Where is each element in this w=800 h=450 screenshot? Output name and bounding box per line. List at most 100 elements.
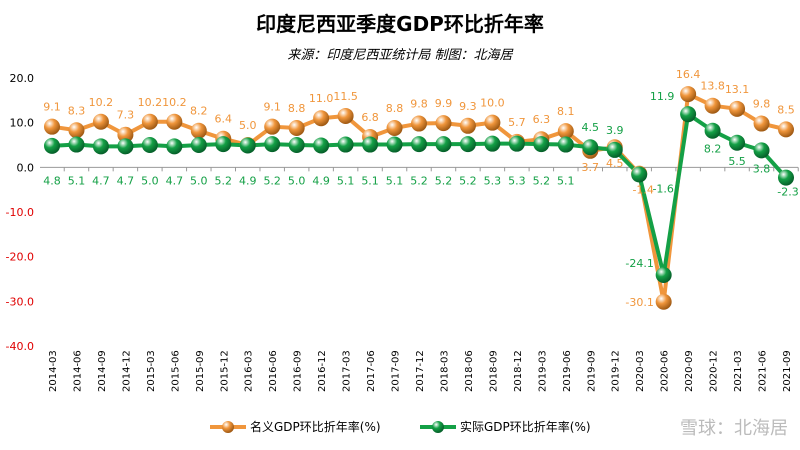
data-point xyxy=(288,137,305,153)
watermark: 雪球：北海居 xyxy=(680,418,788,439)
data-label: 6.3 xyxy=(533,113,551,126)
x-tick-label: 2019-03 xyxy=(537,350,548,392)
data-point xyxy=(582,139,599,156)
data-label: 5.2 xyxy=(533,174,551,187)
data-point xyxy=(68,136,85,153)
data-point xyxy=(778,169,794,186)
y-tick-label: -20.0 xyxy=(6,251,34,264)
data-point xyxy=(435,136,452,153)
data-point xyxy=(337,107,354,124)
data-point xyxy=(190,137,207,153)
data-label: 5.1 xyxy=(361,174,379,187)
data-point xyxy=(484,114,501,131)
data-point xyxy=(141,113,158,130)
data-label: 3.9 xyxy=(606,124,624,137)
data-point xyxy=(729,100,746,117)
data-point xyxy=(753,115,770,132)
y-tick-label: 0.0 xyxy=(17,161,35,174)
data-label: 5.2 xyxy=(263,174,281,187)
x-tick-label: 2021-09 xyxy=(782,350,793,392)
x-tick-label: 2020-09 xyxy=(684,350,695,392)
x-tick-label: 2015-09 xyxy=(195,350,206,392)
x-tick-label: 2020-12 xyxy=(709,350,720,392)
data-label: 5.1 xyxy=(68,174,86,187)
data-label: 10.2 xyxy=(138,96,163,109)
data-label: -30.1 xyxy=(625,296,653,309)
x-tick-label: 2020-03 xyxy=(635,350,646,392)
data-label: 3.7 xyxy=(582,161,600,174)
data-label: 8.3 xyxy=(68,104,86,117)
x-tick-label: 2015-12 xyxy=(219,350,230,392)
data-point xyxy=(508,135,525,152)
data-label: 4.7 xyxy=(117,174,135,187)
x-tick-label: 2016-06 xyxy=(268,350,279,392)
x-tick-label: 2019-09 xyxy=(586,350,597,392)
data-label: 5.1 xyxy=(386,174,404,187)
x-tick-label: 2021-06 xyxy=(758,350,769,392)
x-tick-label: 2018-09 xyxy=(488,350,499,392)
data-label: 5.2 xyxy=(435,174,453,187)
data-point xyxy=(606,141,623,158)
data-point xyxy=(386,120,403,137)
data-label: 5.2 xyxy=(410,174,428,187)
data-point xyxy=(117,138,134,155)
data-point xyxy=(680,86,697,103)
data-point xyxy=(631,166,648,183)
data-label: 5.1 xyxy=(557,174,575,187)
data-label: 10.2 xyxy=(162,96,187,109)
x-tick-label: 2016-03 xyxy=(244,350,255,392)
x-tick-label: 2017-12 xyxy=(415,350,426,392)
x-tick-label: 2014-06 xyxy=(72,350,83,392)
data-point xyxy=(288,120,305,137)
x-tick-label: 2015-03 xyxy=(146,350,157,392)
data-point xyxy=(313,137,330,154)
legend-label: 名义GDP环比折年率(%) xyxy=(250,419,381,434)
data-point xyxy=(411,115,427,132)
data-point xyxy=(557,123,574,140)
data-point xyxy=(704,122,721,139)
data-label: 10.2 xyxy=(89,96,114,109)
data-point xyxy=(166,113,183,130)
x-tick-label: 2021-03 xyxy=(733,350,744,392)
data-point xyxy=(166,138,183,155)
data-label: 8.1 xyxy=(557,105,575,118)
data-label: 16.4 xyxy=(676,68,701,81)
data-point xyxy=(484,135,501,152)
data-label: 8.2 xyxy=(190,105,208,118)
x-tick-label: 2018-06 xyxy=(464,350,475,392)
data-point xyxy=(92,113,109,130)
legend-marker xyxy=(222,421,234,433)
y-tick-label: 10.0 xyxy=(10,117,35,130)
data-label: -1.4 xyxy=(632,184,653,197)
data-point xyxy=(704,97,721,114)
data-point xyxy=(264,136,281,153)
data-label: 9.1 xyxy=(43,101,61,114)
x-tick-label: 2019-06 xyxy=(562,350,573,392)
data-point xyxy=(729,134,746,151)
data-point xyxy=(459,117,476,134)
data-point xyxy=(44,137,60,154)
data-point xyxy=(337,136,354,153)
x-tick-label: 2017-03 xyxy=(342,350,353,392)
data-label: 4.5 xyxy=(606,157,624,170)
data-label: 5.5 xyxy=(728,155,746,168)
data-label: 5.2 xyxy=(459,174,477,187)
legend-label: 实际GDP环比折年率(%) xyxy=(460,419,591,434)
data-label: 5.0 xyxy=(141,174,159,187)
data-label: 7.3 xyxy=(117,109,135,122)
data-point xyxy=(435,115,452,132)
data-label: 5.0 xyxy=(288,174,306,187)
data-point xyxy=(557,136,574,153)
data-label: 13.1 xyxy=(725,83,750,96)
data-label: 8.5 xyxy=(777,103,795,116)
data-point xyxy=(680,106,697,123)
x-tick-label: 2016-09 xyxy=(293,350,304,392)
data-point xyxy=(411,136,427,153)
data-point xyxy=(117,126,134,143)
data-point xyxy=(239,137,256,154)
data-point xyxy=(459,136,476,153)
data-label: 5.0 xyxy=(239,119,257,132)
data-label: 5.1 xyxy=(337,174,355,187)
y-tick-label: 20.0 xyxy=(10,72,35,85)
data-point xyxy=(190,122,207,139)
